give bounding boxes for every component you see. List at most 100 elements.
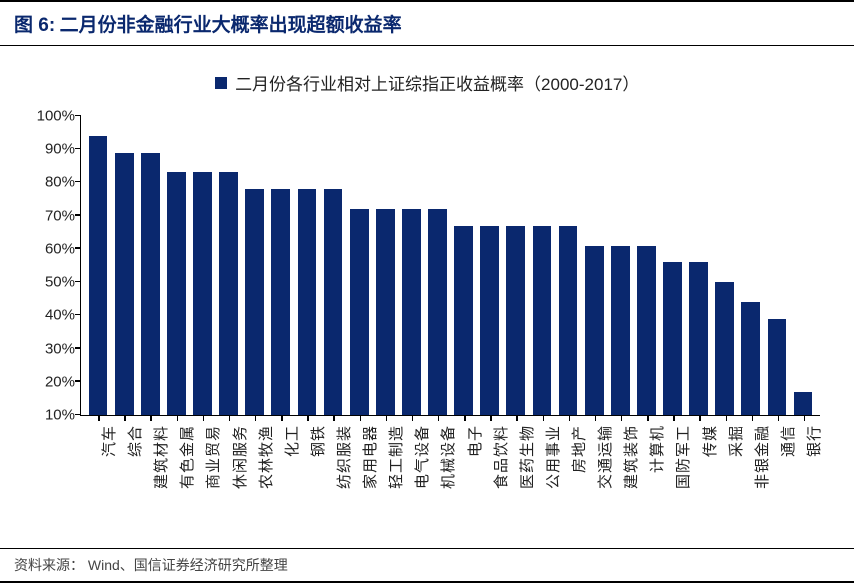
bar-slot: 休闲服务 (216, 116, 242, 415)
ytick-mark (75, 214, 81, 216)
ytick-label: 100% (37, 108, 75, 125)
x-category-label: 化工 (281, 425, 302, 457)
ytick-mark (75, 380, 81, 382)
xtick-mark (595, 415, 597, 421)
bar (193, 172, 212, 415)
ytick-mark (75, 148, 81, 150)
bar (715, 282, 734, 415)
bar (141, 153, 160, 415)
x-category-label: 通信 (777, 425, 798, 457)
bar-slot: 国防军工 (659, 116, 685, 415)
bar-slot: 机械设备 (424, 116, 450, 415)
x-category-label: 交通运输 (594, 425, 615, 489)
bar (298, 189, 317, 415)
bar (506, 226, 525, 415)
x-category-label: 国防军工 (672, 425, 693, 489)
xtick-mark (726, 415, 728, 421)
bar-slot: 电子 (451, 116, 477, 415)
bars-container: 汽车综合建筑材料有色金属商业贸易休闲服务农林牧渔化工钢铁纺织服装家用电器轻工制造… (81, 116, 820, 415)
xtick-mark (804, 415, 806, 421)
bar-slot: 家用电器 (346, 116, 372, 415)
bar (402, 209, 421, 415)
bar-slot: 汽车 (85, 116, 111, 415)
bar (324, 189, 343, 415)
bar-slot: 传媒 (686, 116, 712, 415)
chart-legend: 二月份各行业相对上证综指正收益概率（2000-2017） (0, 70, 854, 95)
x-category-label: 机械设备 (437, 425, 458, 489)
xtick-mark (516, 415, 518, 421)
source-label: 资料来源： (14, 557, 84, 573)
bar-slot: 医药生物 (503, 116, 529, 415)
xtick-mark (281, 415, 283, 421)
ytick-label: 60% (45, 240, 75, 257)
bar-slot: 农林牧渔 (242, 116, 268, 415)
bar-slot: 建筑装饰 (607, 116, 633, 415)
bar-slot: 交通运输 (581, 116, 607, 415)
xtick-mark (673, 415, 675, 421)
ytick-label: 20% (45, 373, 75, 390)
bar (219, 172, 238, 415)
x-category-label: 银行 (803, 425, 824, 457)
xtick-mark (490, 415, 492, 421)
x-category-label: 休闲服务 (229, 425, 250, 489)
xtick-mark (386, 415, 388, 421)
xtick-mark (464, 415, 466, 421)
bar-slot: 综合 (111, 116, 137, 415)
xtick-mark (177, 415, 179, 421)
bar (768, 319, 787, 415)
ytick-mark (75, 181, 81, 183)
x-category-label: 电子 (464, 425, 485, 457)
bar (585, 246, 604, 415)
bar-slot: 非银金融 (738, 116, 764, 415)
bar (663, 262, 682, 415)
ytick-mark (75, 115, 81, 117)
x-category-label: 公用事业 (542, 425, 563, 489)
x-category-label: 传媒 (699, 425, 720, 457)
xtick-mark (647, 415, 649, 421)
bar (741, 302, 760, 415)
figure-title: 二月份非金融行业大概率出现超额收益率 (60, 15, 402, 36)
bar-slot: 有色金属 (163, 116, 189, 415)
xtick-mark (150, 415, 152, 421)
bar-slot: 银行 (790, 116, 816, 415)
ytick-label: 50% (45, 274, 75, 291)
x-category-label: 纺织服装 (333, 425, 354, 489)
bar (480, 226, 499, 415)
bar (559, 226, 578, 415)
ytick-label: 40% (45, 307, 75, 324)
bar-slot: 化工 (268, 116, 294, 415)
x-category-label: 计算机 (646, 425, 667, 473)
bar (533, 226, 552, 415)
bar (428, 209, 447, 415)
x-category-label: 建筑材料 (150, 425, 171, 489)
chart-area: 二月份各行业相对上证综指正收益概率（2000-2017） 汽车综合建筑材料有色金… (0, 46, 854, 546)
bar-slot: 采掘 (712, 116, 738, 415)
bar (794, 392, 813, 415)
bar (376, 209, 395, 415)
source-text: Wind、国信证券经济研究所整理 (88, 557, 288, 573)
legend-text: 二月份各行业相对上证综指正收益概率（2000-2017） (235, 75, 639, 94)
ytick-label: 30% (45, 340, 75, 357)
ytick-label: 80% (45, 174, 75, 191)
xtick-mark (255, 415, 257, 421)
figure-footer: 资料来源： Wind、国信证券经济研究所整理 (0, 548, 854, 583)
xtick-mark (412, 415, 414, 421)
bar-slot: 商业贸易 (189, 116, 215, 415)
x-category-label: 房地产 (568, 425, 589, 473)
bar (689, 262, 708, 415)
xtick-mark (307, 415, 309, 421)
bar-slot: 纺织服装 (320, 116, 346, 415)
bar-slot: 房地产 (555, 116, 581, 415)
bar (350, 209, 369, 415)
xtick-mark (438, 415, 440, 421)
xtick-mark (360, 415, 362, 421)
x-category-label: 非银金融 (751, 425, 772, 489)
bar-slot: 建筑材料 (137, 116, 163, 415)
bar (454, 226, 473, 415)
x-category-label: 综合 (124, 425, 145, 457)
x-category-label: 有色金属 (176, 425, 197, 489)
bar-slot: 电气设备 (398, 116, 424, 415)
bar-slot: 通信 (764, 116, 790, 415)
x-category-label: 医药生物 (516, 425, 537, 489)
xtick-mark (699, 415, 701, 421)
